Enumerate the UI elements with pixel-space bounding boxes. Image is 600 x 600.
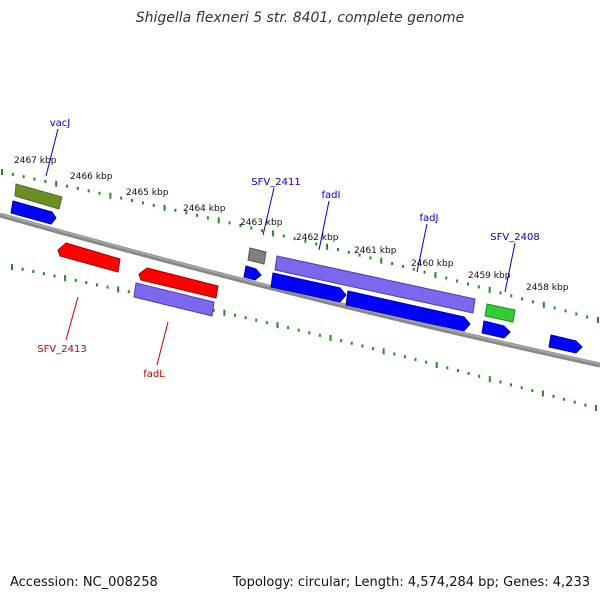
tick-label: 2466 kbp	[70, 172, 113, 182]
tick-label: 2462 kbp	[296, 233, 339, 243]
feature-label[interactable]: fadI	[322, 190, 341, 201]
feature-label[interactable]: SFV_2411	[251, 177, 300, 188]
label-leader-line	[504, 242, 516, 293]
label-leader-line	[156, 321, 169, 366]
feature-vacJ-gene[interactable]	[14, 183, 63, 210]
feature-fadJ-cds[interactable]	[345, 290, 471, 332]
genome-info-text: Topology: circular; Length: 4,574,284 bp…	[232, 575, 590, 590]
accession-text: Accession: NC_008258	[10, 575, 158, 590]
tick-label: 2465 kbp	[126, 188, 169, 198]
feature-SFV_2411-cds[interactable]	[243, 265, 262, 281]
label-leader-line	[416, 223, 428, 273]
feature-labels: 2467 kbp 2466 kbp 2465 kbp 2464 kbp 2463 kbp…	[14, 118, 569, 380]
label-leaders	[45, 128, 516, 366]
tick-label: 2460 kbp	[411, 259, 454, 269]
tick-label: 2463 kbp	[240, 218, 283, 228]
feature-label[interactable]: fadL	[143, 369, 165, 380]
feature-label[interactable]: SFV_2413	[37, 344, 86, 355]
tick-label: 2464 kbp	[183, 204, 226, 214]
tick-track-top	[1, 169, 599, 323]
label-leader-line	[45, 128, 59, 177]
feature-track	[10, 183, 583, 354]
feature-SFV_2408-gene[interactable]	[484, 303, 516, 323]
feature-SFV_2413-cds[interactable]	[57, 242, 121, 273]
feature-SFV_2411-gene[interactable]	[247, 247, 267, 265]
feature-label[interactable]: SFV_2408	[490, 232, 539, 243]
genome-backbone	[0, 212, 600, 368]
tick-label: 2459 kbp	[468, 271, 511, 281]
feature-vacJ-cds[interactable]	[10, 200, 57, 225]
feature-fadL-gene[interactable]	[133, 282, 215, 317]
label-leader-line	[65, 296, 79, 341]
map-title: Shigella flexneri 5 str. 8401, complete …	[135, 10, 465, 26]
label-leader-line	[262, 187, 275, 236]
feature-label[interactable]: vacJ	[50, 118, 71, 129]
feature-label[interactable]: fadJ	[420, 213, 439, 224]
tick-label: 2467 kbp	[14, 156, 57, 166]
feature-SFV_2408-cds[interactable]	[481, 320, 511, 339]
tick-label: 2461 kbp	[354, 246, 397, 256]
tick-label: 2458 kbp	[526, 283, 569, 293]
genome-backbone-highlight	[0, 213, 600, 365]
feature-fadI-gene[interactable]	[274, 255, 476, 314]
feature-unlabeled-cds[interactable]	[548, 334, 583, 354]
label-leader-line	[318, 200, 330, 251]
feature-fadL-cds[interactable]	[138, 267, 219, 299]
feature-fadI-cds[interactable]	[270, 272, 347, 303]
